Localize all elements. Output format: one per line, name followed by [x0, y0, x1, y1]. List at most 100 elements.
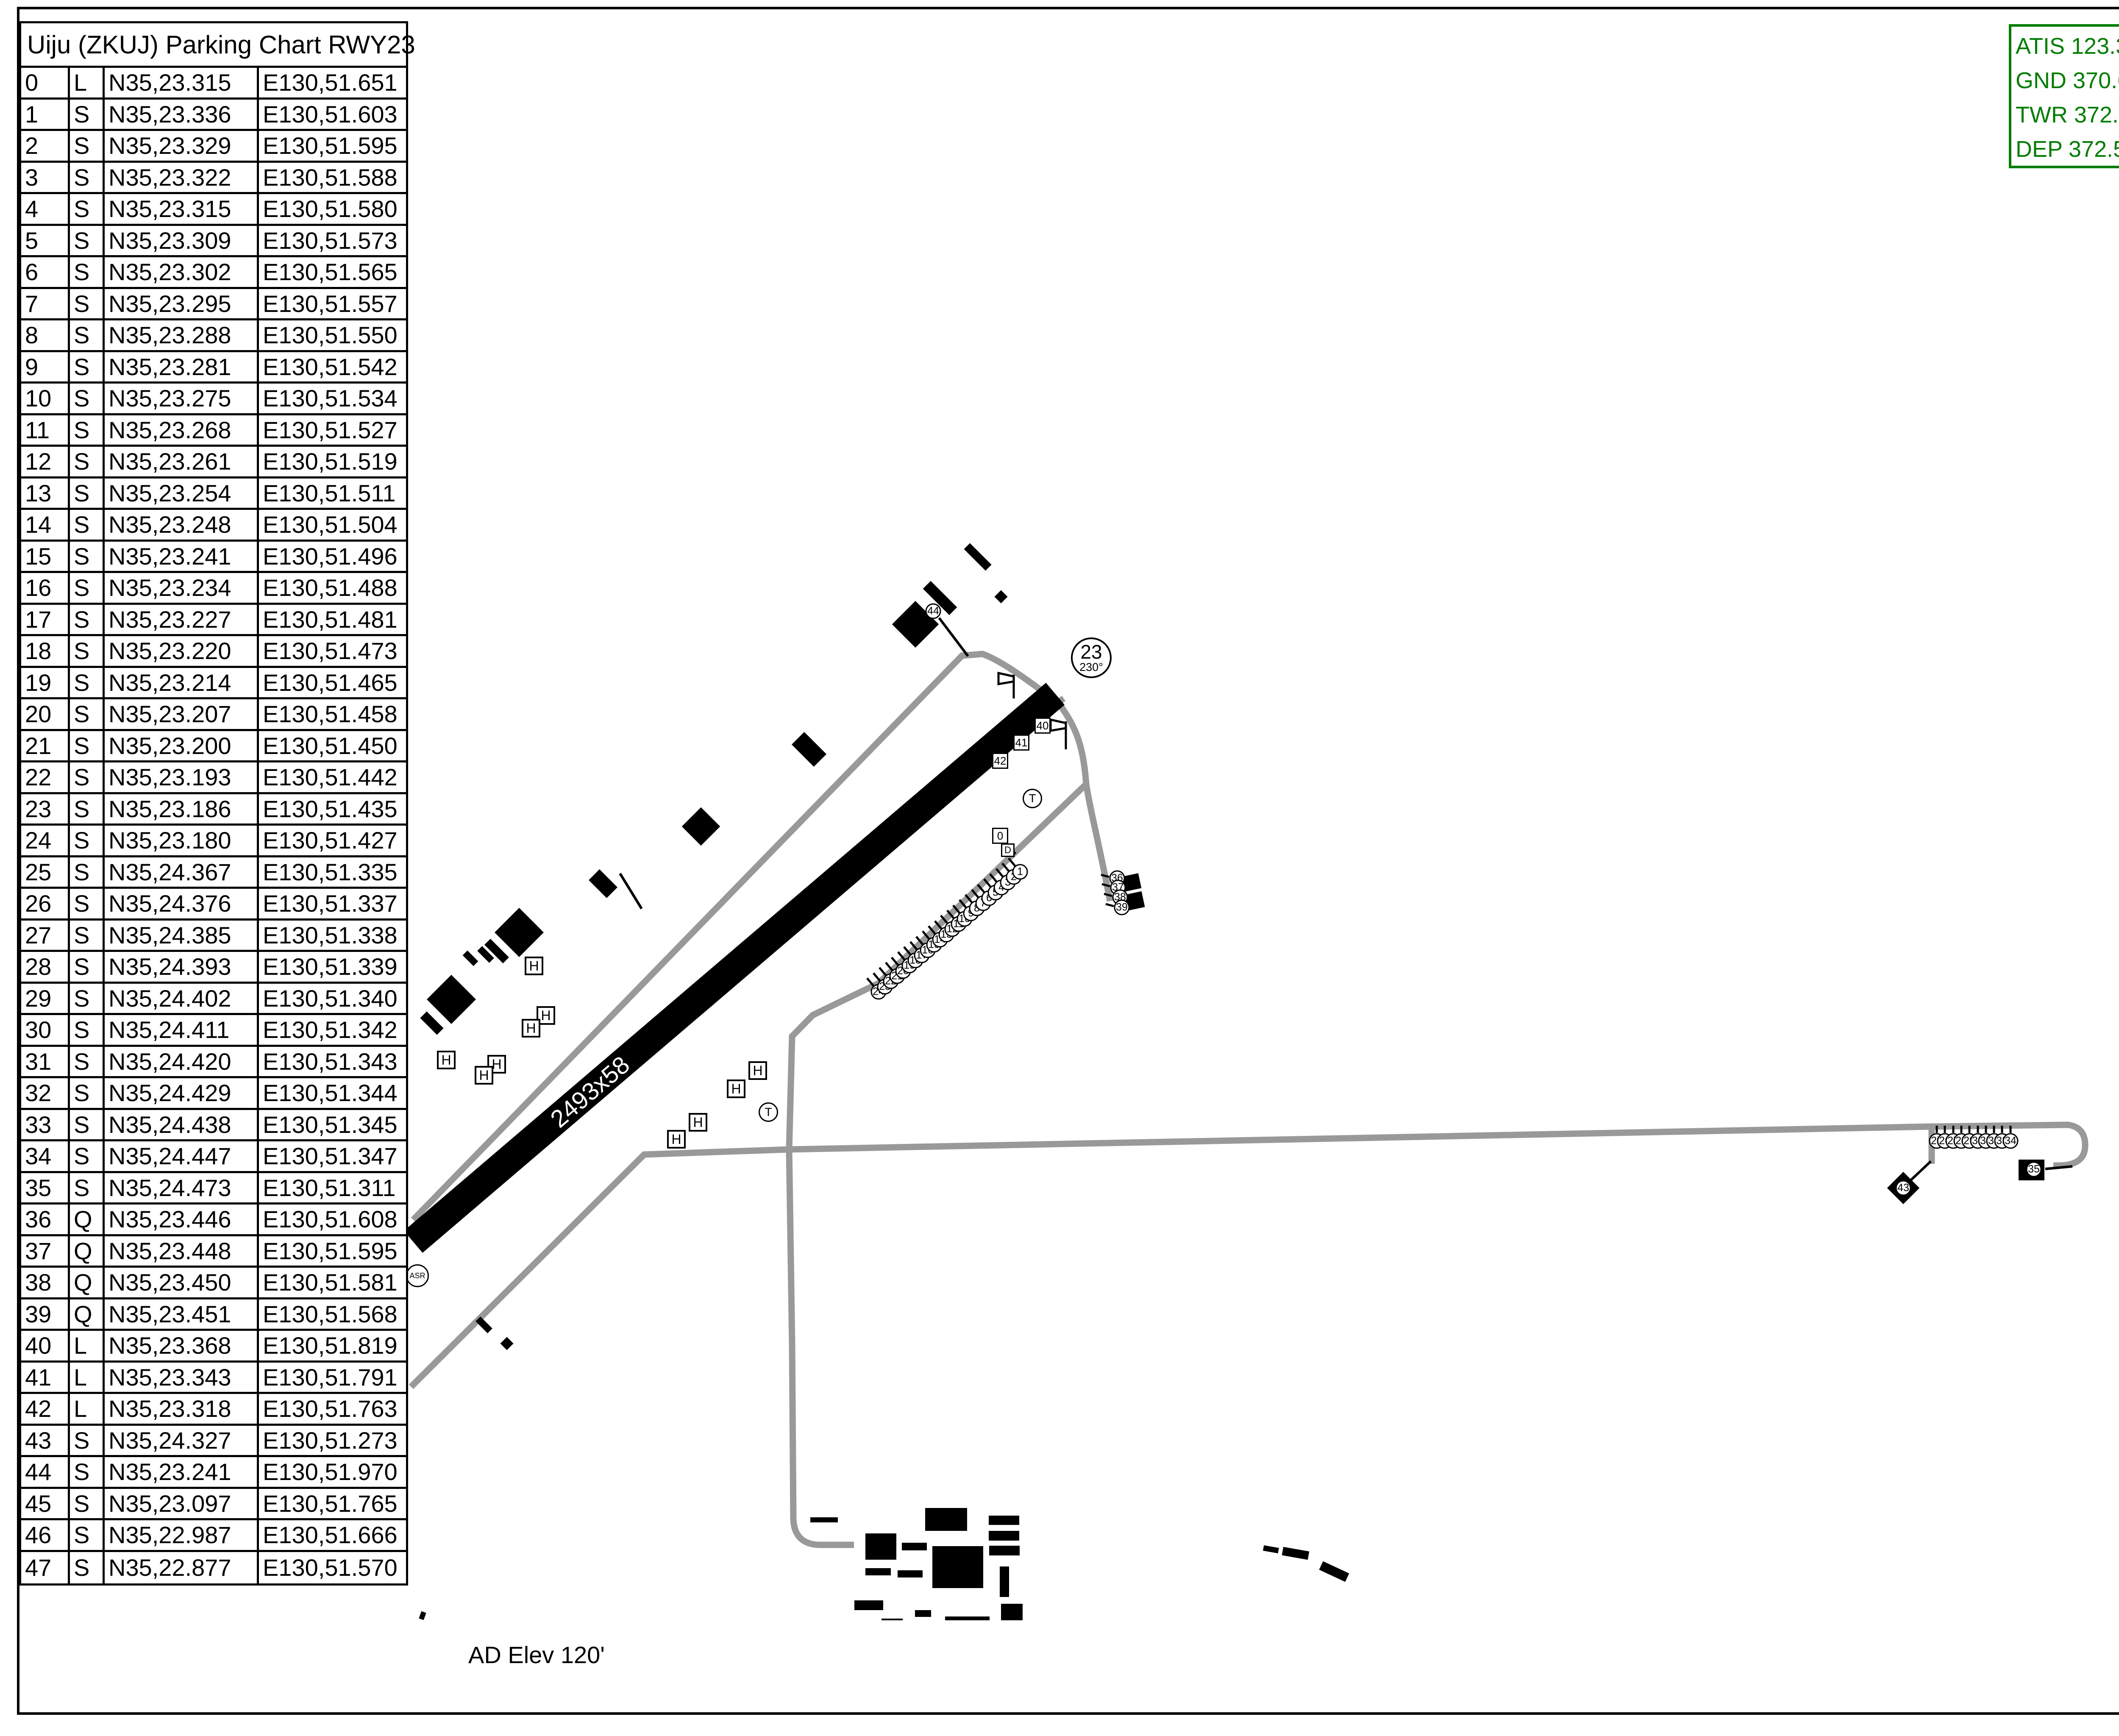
table-cell: E130,51.504: [263, 511, 398, 538]
table-row: 3 S N35,23.322 E130,51.588: [21, 162, 406, 194]
table-cell: S: [70, 131, 105, 161]
table-cell: N35,23.261: [105, 447, 259, 476]
table-row: 32 S N35,24.429 E130,51.344: [21, 1078, 406, 1110]
table-cell: S: [70, 225, 105, 255]
asr-radar-badge: ASR: [406, 1264, 429, 1287]
table-cell: N35,23.248: [105, 510, 259, 540]
table-cell: S: [70, 920, 105, 950]
table-cell: 7: [21, 289, 70, 318]
table-cell: S: [70, 510, 105, 540]
table-cell: S: [70, 1457, 105, 1487]
table-cell: N35,24.385: [105, 920, 259, 950]
table-cell: 47: [21, 1552, 70, 1583]
table-cell: 31: [21, 1046, 70, 1076]
table-cell: E130,51.488: [263, 574, 398, 601]
table-cell: S: [70, 826, 105, 855]
table-row: 8 S N35,23.288 E130,51.550: [21, 320, 406, 352]
table-cell: N35,23.207: [105, 699, 259, 729]
table-cell: 9: [21, 352, 70, 381]
table-cell: 11: [21, 415, 70, 445]
table-cell: N35,23.097: [105, 1488, 259, 1518]
parking-spot-35: 35: [2026, 1161, 2042, 1177]
helipad-marker: H: [525, 957, 543, 975]
table-cell: N35,22.987: [105, 1520, 259, 1550]
table-cell: N35,23.448: [105, 1236, 259, 1266]
table-cell: 21: [21, 731, 70, 760]
table-cell: 8: [21, 320, 70, 350]
table-cell: S: [70, 415, 105, 445]
table-row: 43 S N35,24.327 E130,51.273: [21, 1425, 406, 1457]
table-cell: E130,51.570: [263, 1554, 398, 1581]
table-cell: 46: [21, 1520, 70, 1550]
table-cell: 13: [21, 478, 70, 508]
table-cell: E130,51.588: [263, 164, 398, 191]
table-cell: N35,23.451: [105, 1299, 259, 1329]
table-cell: N35,23.254: [105, 478, 259, 508]
table-cell: N35,23.288: [105, 320, 259, 350]
table-cell: E130,51.565: [263, 259, 398, 286]
table-cell: E130,51.550: [263, 322, 398, 349]
table-row: 2 S N35,23.329 E130,51.595: [21, 131, 406, 163]
table-cell: N35,24.376: [105, 889, 259, 918]
table-cell: E130,51.511: [263, 479, 396, 506]
table-row: 30 S N35,24.411 E130,51.342: [21, 1015, 406, 1047]
table-row: 12 S N35,23.261 E130,51.519: [21, 447, 406, 479]
table-cell: N35,23.450: [105, 1268, 259, 1297]
table-cell: N35,24.429: [105, 1078, 259, 1108]
departure-frequency: DEP 372.550: [2016, 136, 2119, 162]
table-cell: E130,51.473: [263, 637, 398, 665]
table-cell: 32: [21, 1078, 70, 1108]
table-row: 15 S N35,23.241 E130,51.496: [21, 541, 406, 573]
table-cell: N35,23.368: [105, 1331, 259, 1360]
table-row: 27 S N35,24.385 E130,51.338: [21, 920, 406, 952]
table-cell: N35,22.877: [105, 1552, 259, 1583]
table-cell: N35,24.327: [105, 1425, 259, 1455]
table-cell: E130,51.603: [263, 100, 398, 128]
table-cell: E130,51.458: [263, 701, 398, 728]
table-cell: N35,24.473: [105, 1173, 259, 1202]
table-row: 39 Q N35,23.451 E130,51.568: [21, 1299, 406, 1331]
helipad-marker: H: [437, 1051, 456, 1069]
table-cell: Q: [70, 1299, 105, 1329]
runway-23-badge: 23 230°: [1071, 637, 1112, 678]
table-cell: S: [70, 1015, 105, 1045]
table-cell: L: [70, 1331, 105, 1360]
table-cell: 25: [21, 857, 70, 887]
table-cell: S: [70, 636, 105, 666]
table-cell: E130,51.595: [263, 132, 398, 159]
table-cell: S: [70, 857, 105, 887]
table-row: 5 S N35,23.309 E130,51.573: [21, 225, 406, 257]
table-cell: N35,23.343: [105, 1362, 259, 1392]
parking-table-body: 0 L N35,23.315 E130,51.651 1 S N35,23.336 E130,…: [21, 68, 406, 1583]
table-cell: 14: [21, 510, 70, 540]
table-cell: N35,23.186: [105, 794, 259, 823]
table-cell: 4: [21, 194, 70, 224]
table-row: 24 S N35,23.180 E130,51.427: [21, 826, 406, 857]
table-cell: E130,51.338: [263, 921, 398, 949]
table-cell: S: [70, 1552, 105, 1583]
runway-heading: 230°: [1079, 661, 1103, 673]
table-cell: E130,51.339: [263, 953, 398, 980]
table-cell: L: [70, 1394, 105, 1424]
table-cell: 39: [21, 1299, 70, 1329]
frequency-box: ATIS 123.300 GND 370.600 TWR 372.000 136…: [2009, 24, 2119, 168]
table-cell: S: [70, 731, 105, 760]
table-cell: N35,23.193: [105, 762, 259, 792]
table-cell: 40: [21, 1331, 70, 1360]
table-cell: N35,24.447: [105, 1141, 259, 1171]
table-cell: L: [70, 68, 105, 97]
table-row: 1 S N35,23.336 E130,51.603: [21, 99, 406, 131]
table-cell: E130,51.450: [263, 732, 398, 759]
helipad-marker: H: [689, 1113, 707, 1132]
table-cell: 44: [21, 1457, 70, 1487]
parking-spot-34: 34: [2002, 1133, 2019, 1149]
table-cell: N35,24.420: [105, 1046, 259, 1076]
table-row: 21 S N35,23.200 E130,51.450: [21, 731, 406, 762]
table-cell: S: [70, 1173, 105, 1202]
table-cell: E130,51.344: [263, 1079, 398, 1107]
taxiway-parallel: [411, 651, 1113, 1222]
table-cell: 23: [21, 794, 70, 823]
table-cell: 28: [21, 952, 70, 982]
